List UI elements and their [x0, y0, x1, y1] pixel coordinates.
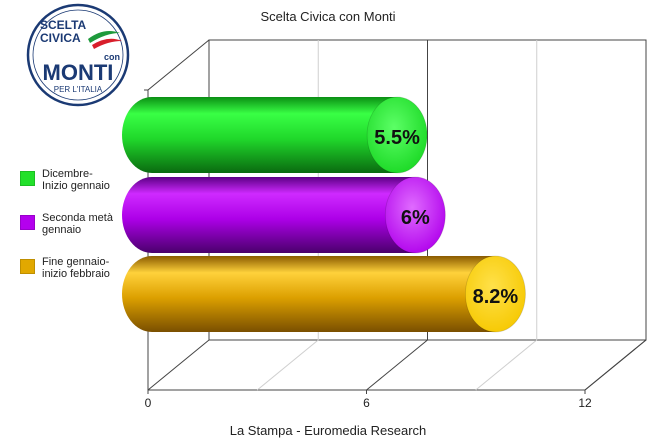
legend-label: Fine gennaio- inizio febbraio — [42, 256, 110, 280]
x-tick-label: 6 — [363, 396, 370, 410]
bar-end-cap — [465, 255, 526, 333]
logo-red-swoosh — [92, 38, 122, 49]
bar-group: 8.2% — [122, 255, 526, 333]
logo-civica: CIVICA — [40, 31, 81, 45]
logo-monti: MONTI — [43, 60, 114, 85]
grid-line — [256, 339, 319, 391]
data-label: 6% — [401, 207, 430, 229]
chart-title: Scelta Civica con Monti — [260, 9, 396, 24]
scelta-civica-logo: SCELTA CIVICA con MONTI PER L'ITALIA — [26, 3, 130, 107]
legend-swatch — [20, 215, 35, 230]
logo-per-italia: PER L'ITALIA — [54, 85, 103, 94]
legend-label: Dicembre- Inizio gennaio — [42, 168, 110, 192]
x-tick-label: 12 — [578, 396, 592, 410]
bar-group: 5.5% — [122, 96, 428, 174]
bar — [152, 177, 416, 253]
x-tick-label: 0 — [145, 396, 152, 410]
data-label: 5.5% — [374, 127, 420, 149]
legend-swatch — [20, 259, 35, 274]
grid-line — [475, 339, 538, 391]
logo-con: con — [104, 52, 120, 62]
logo-scelta: SCELTA — [40, 18, 87, 32]
logo-green-swoosh — [88, 31, 120, 43]
bar — [152, 256, 496, 332]
floor-depth-edge — [147, 339, 210, 391]
legend-label: Seconda metà gennaio — [42, 212, 113, 236]
bar-group: 6% — [122, 176, 446, 254]
chart-source: La Stampa - Euromedia Research — [229, 423, 427, 438]
bar-end-cap — [366, 96, 428, 174]
bar — [152, 97, 398, 173]
grid-line — [584, 339, 647, 391]
data-label: 8.2% — [473, 286, 519, 308]
grid-line — [366, 339, 428, 391]
legend-swatch — [20, 171, 35, 186]
bar-end-cap — [384, 176, 446, 254]
